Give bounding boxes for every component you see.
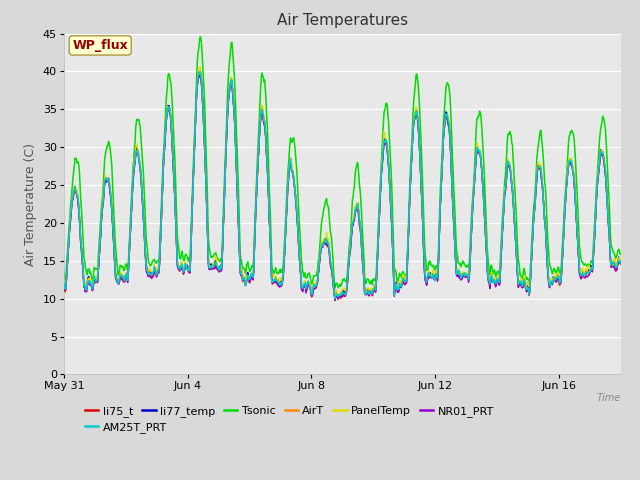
- Text: Time: Time: [596, 393, 621, 403]
- Text: WP_flux: WP_flux: [72, 39, 128, 52]
- Title: Air Temperatures: Air Temperatures: [277, 13, 408, 28]
- Y-axis label: Air Temperature (C): Air Temperature (C): [24, 143, 37, 265]
- Legend: AM25T_PRT: AM25T_PRT: [81, 417, 172, 437]
